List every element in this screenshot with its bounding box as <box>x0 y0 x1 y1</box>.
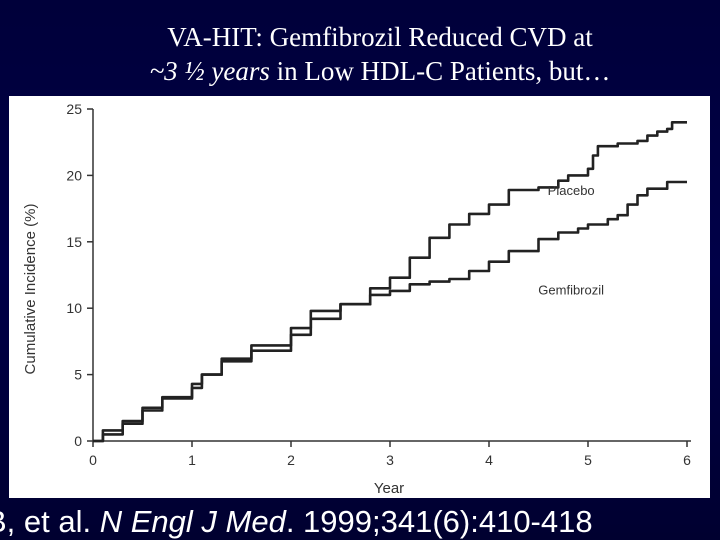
series-label-gemfibrozil: Gemfibrozil <box>538 283 604 298</box>
x-tick-label: 6 <box>683 452 691 468</box>
y-tick-label: 5 <box>74 367 82 383</box>
y-axis-label: Cumulative Incidence (%) <box>22 204 39 375</box>
series-label-placebo: Placebo <box>548 183 595 198</box>
citation-authors: B, et al. <box>0 504 92 539</box>
x-tick-label: 3 <box>386 452 394 468</box>
y-tick-label: 10 <box>66 300 82 316</box>
cumulative-incidence-chart: 0 1 2 3 4 5 6 0 5 10 15 20 25 Placebo Gemfibrozil Yea… <box>22 101 691 497</box>
citation-details: . 1999;341(6):410-418 <box>285 504 593 539</box>
title-line-2: ~3 ½ years in Low HDL-C Patients, but… <box>0 54 720 88</box>
citation-journal: N Engl J Med <box>99 504 286 539</box>
chart-axes: 0 1 2 3 4 5 6 0 5 10 15 20 25 <box>66 101 691 468</box>
slide-title: VA-HIT: Gemfibrozil Reduced CVD at ~3 ½ … <box>0 20 720 88</box>
title-line-2-rest: in Low HDL-C Patients, but… <box>269 56 611 86</box>
citation: B, et al. N Engl J Med. 1999;341(6):410-… <box>0 503 720 540</box>
y-tick-label: 0 <box>74 433 82 449</box>
y-tick-label: 15 <box>66 234 82 250</box>
x-tick-label: 1 <box>188 452 196 468</box>
y-tick-label: 20 <box>66 167 82 183</box>
chart-series-layer: Placebo Gemfibrozil <box>93 121 687 443</box>
series-line-gemfibrozil <box>93 180 687 443</box>
title-line-1: VA-HIT: Gemfibrozil Reduced CVD at <box>167 22 593 52</box>
x-tick-label: 5 <box>584 452 592 468</box>
chart-panel: 0 1 2 3 4 5 6 0 5 10 15 20 25 Placebo Gemfibrozil Yea… <box>9 96 710 498</box>
y-tick-label: 25 <box>66 101 82 117</box>
title-duration: ~3 ½ years <box>149 56 270 86</box>
x-tick-label: 0 <box>89 452 97 468</box>
x-axis-label: Year <box>374 480 404 497</box>
x-tick-label: 4 <box>485 452 493 468</box>
x-tick-label: 2 <box>287 452 295 468</box>
series-line-placebo <box>93 121 687 443</box>
